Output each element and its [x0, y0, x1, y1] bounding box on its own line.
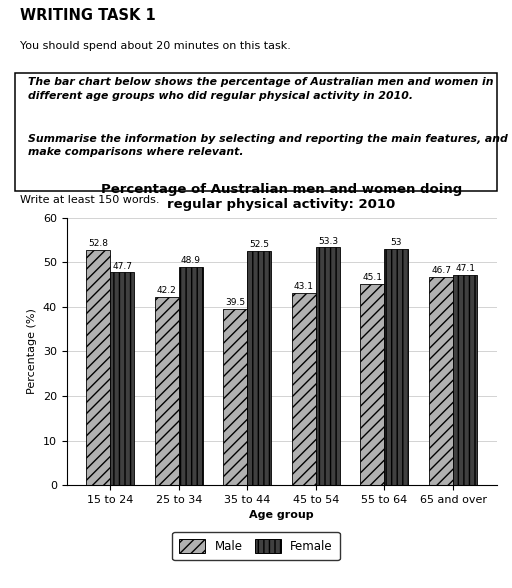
- Bar: [179, 267, 203, 485]
- Text: The bar chart below shows the percentage of Australian men and women in
differen: The bar chart below shows the percentage…: [28, 77, 494, 101]
- Bar: [292, 293, 316, 485]
- Text: 53: 53: [391, 238, 402, 247]
- Text: 45.1: 45.1: [362, 273, 382, 282]
- Text: You should spend about 20 minutes on this task.: You should spend about 20 minutes on thi…: [20, 41, 291, 51]
- Bar: [247, 251, 271, 485]
- Bar: [453, 275, 477, 485]
- Text: Write at least 150 words.: Write at least 150 words.: [20, 195, 160, 205]
- Legend: Male, Female: Male, Female: [172, 532, 340, 560]
- Text: 42.2: 42.2: [157, 286, 177, 295]
- Y-axis label: Percentage (%): Percentage (%): [27, 308, 37, 395]
- Bar: [316, 248, 340, 485]
- Bar: [110, 272, 134, 485]
- Text: Summarise the information by selecting and reporting the main features, and
make: Summarise the information by selecting a…: [28, 134, 508, 158]
- Bar: [385, 249, 409, 485]
- Text: 48.9: 48.9: [181, 256, 201, 265]
- Text: 53.3: 53.3: [318, 236, 338, 246]
- Text: 52.5: 52.5: [249, 240, 269, 249]
- Bar: [155, 297, 179, 485]
- Bar: [86, 250, 110, 485]
- Text: 46.7: 46.7: [431, 266, 451, 275]
- Bar: [360, 284, 385, 485]
- Text: WRITING TASK 1: WRITING TASK 1: [20, 8, 156, 23]
- X-axis label: Age group: Age group: [249, 510, 314, 520]
- Text: 39.5: 39.5: [225, 298, 245, 307]
- Text: 43.1: 43.1: [294, 282, 314, 291]
- Title: Percentage of Australian men and women doing
regular physical activity: 2010: Percentage of Australian men and women d…: [101, 183, 462, 211]
- Text: 52.8: 52.8: [88, 239, 108, 248]
- FancyBboxPatch shape: [15, 73, 497, 191]
- Text: 47.1: 47.1: [455, 264, 475, 273]
- Bar: [429, 277, 453, 485]
- Bar: [223, 309, 247, 485]
- Text: 47.7: 47.7: [112, 262, 132, 270]
